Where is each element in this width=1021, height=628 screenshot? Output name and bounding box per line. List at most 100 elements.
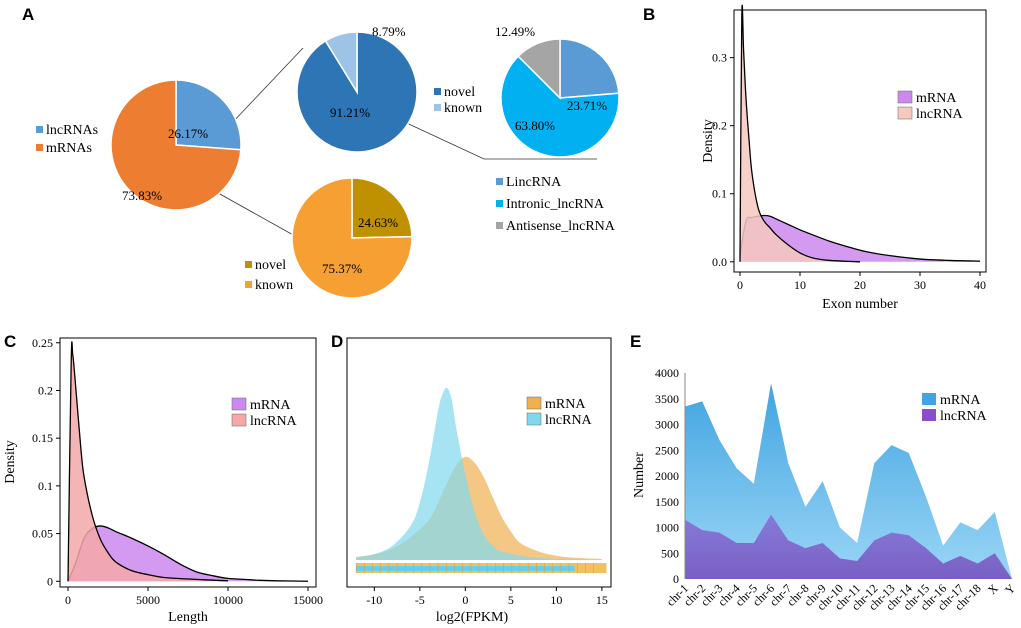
y-tick-label: 2500	[655, 443, 679, 457]
y-tick-label: 0	[673, 572, 679, 586]
legend-label-mrna: mRNA	[916, 91, 957, 106]
plot-b-series	[739, 4, 981, 263]
panel-a: A 26.17% 73.83% 91.21% 8.79% 23.71% 63.8…	[22, 5, 620, 299]
y-tick-label: 0.25	[32, 336, 53, 350]
x-tick-label: X	[985, 581, 1001, 597]
y-tick-label: 0.1	[712, 187, 727, 201]
legend-swatch	[496, 178, 503, 185]
legend-a-lnc: novel known	[434, 85, 482, 116]
area-mrna	[68, 525, 308, 582]
x-tick-label: 30	[914, 278, 926, 292]
x-axis-label-c: Length	[168, 610, 208, 625]
legend-a-main: lncRNAs mRNAs	[36, 123, 98, 156]
legend-label-lincrna: LincRNA	[506, 175, 562, 190]
legend-label-intronic: Intronic_lncRNA	[506, 197, 605, 212]
legend-swatch	[897, 90, 913, 104]
area-lncrna	[68, 341, 228, 582]
y-tick-label: 1500	[655, 495, 679, 509]
legend-label-mrna-novel: novel	[255, 258, 286, 273]
pie-lnc-type	[500, 38, 620, 158]
y-axis-label-e: Number	[632, 452, 647, 498]
plot-c-series	[67, 341, 309, 582]
panel-letter-b: B	[643, 5, 655, 24]
pie-main	[110, 79, 242, 211]
panel-letter-c: C	[4, 332, 16, 351]
area-lncrna	[685, 514, 1012, 579]
pie-slice-mrnas	[110, 79, 242, 211]
legend-label-lncrnas: lncRNAs	[46, 123, 98, 138]
x-tick-label: -5	[415, 593, 425, 607]
legend-swatch	[434, 104, 441, 111]
legend-a-type: LincRNA Intronic_lncRNA Antisense_lncRNA	[496, 175, 616, 234]
y-tick-label: 1000	[655, 521, 679, 535]
panel-letter-e: E	[630, 332, 641, 351]
legend-d: mRNA lncRNA	[526, 396, 593, 428]
legend-b: mRNA lncRNA	[897, 90, 964, 122]
pie-label-novel: 91.21%	[330, 105, 370, 120]
connector-line	[230, 47, 304, 125]
x-tick-label: 10	[794, 278, 806, 292]
y-axis-label-c: Density	[3, 440, 18, 484]
pie-mrna-novelty	[291, 177, 413, 299]
legend-label-antisense: Antisense_lncRNA	[506, 219, 616, 234]
y-tick-label: 0.1	[38, 479, 53, 493]
legend-label-mrnas: mRNAs	[46, 141, 92, 156]
pie-label-mrna-novel: 24.63%	[358, 215, 398, 230]
legend-swatch	[231, 413, 247, 427]
y-tick-label: 0	[47, 574, 53, 588]
panel-letter-a: A	[22, 5, 34, 24]
x-tick-label: 10	[550, 593, 562, 607]
axis-d: -10 -5 0 5 10 15	[366, 587, 608, 607]
legend-swatch	[496, 222, 503, 229]
x-tick-label: 0	[462, 593, 468, 607]
plot-d-series	[355, 387, 607, 573]
legend-swatch	[922, 393, 936, 405]
x-tick-label: 10000	[213, 593, 243, 607]
legend-label-lncrna: lncRNA	[250, 414, 298, 429]
legend-label-lncrna: lncRNA	[545, 413, 593, 428]
pie-label-intronic: 63.80%	[515, 118, 555, 133]
y-axis-label-b: Density	[701, 119, 716, 163]
legend-swatch	[36, 126, 43, 133]
area-lncrna	[740, 5, 860, 262]
pie-slice-known	[324, 31, 358, 95]
legend-swatch	[245, 281, 252, 288]
x-tick-label: 5	[508, 593, 514, 607]
legend-swatch	[897, 106, 913, 120]
pie-label-antisense: 12.49%	[495, 24, 535, 39]
legend-swatch	[526, 396, 542, 410]
legend-label-mrna-known: known	[255, 278, 293, 293]
legend-swatch	[434, 88, 441, 95]
y-tick-label: 4000	[655, 366, 679, 380]
pie-label-lincrna: 23.71%	[567, 98, 607, 113]
x-axis-label-b: Exon number	[822, 297, 898, 312]
y-tick-label: 0.05	[32, 527, 53, 541]
plot-e-series	[685, 383, 1012, 579]
legend-swatch	[496, 200, 503, 207]
pie-label-known: 8.79%	[372, 24, 406, 39]
rug-lncrna	[356, 566, 575, 571]
line-lncrna	[739, 4, 861, 263]
y-tick-label: 0.2	[38, 383, 53, 397]
legend-e: mRNA lncRNA	[922, 393, 988, 424]
y-tick-label: 3000	[655, 418, 679, 432]
y-tick-label: 2000	[655, 469, 679, 483]
pie-slice-novel	[351, 177, 413, 239]
x-tick-label: 20	[854, 278, 866, 292]
pie-label-mrnas: 73.83%	[122, 188, 162, 203]
panel-b: B 0 10 20 30 40 0.0 0.1 0.2 0.3 Exon number Dens…	[643, 4, 987, 312]
x-tick-label: 40	[974, 278, 986, 292]
axis-b: 0 10 20 30 40 0.0 0.1 0.2 0.3	[712, 51, 986, 292]
pie-slice-intronic-lncrna	[500, 55, 620, 158]
panel-e: E 05001000150020002500300035004000chr-1c…	[630, 332, 1018, 613]
pie-slice-lincrna	[559, 38, 620, 99]
legend-label-mrna: mRNA	[250, 398, 291, 413]
y-tick-label: 0.0	[712, 255, 727, 269]
x-axis-label-d: log2(FPKM)	[436, 610, 509, 625]
x-tick-label: 5000	[136, 593, 160, 607]
pie-slice-lncrnas	[175, 79, 242, 151]
panel-d: D -10 -5 0 5 10 15 log2(FPKM) mRNA lncRNA	[331, 332, 612, 625]
line-lncrna	[67, 341, 229, 582]
pie-label-mrna-known: 75.37%	[322, 261, 362, 276]
